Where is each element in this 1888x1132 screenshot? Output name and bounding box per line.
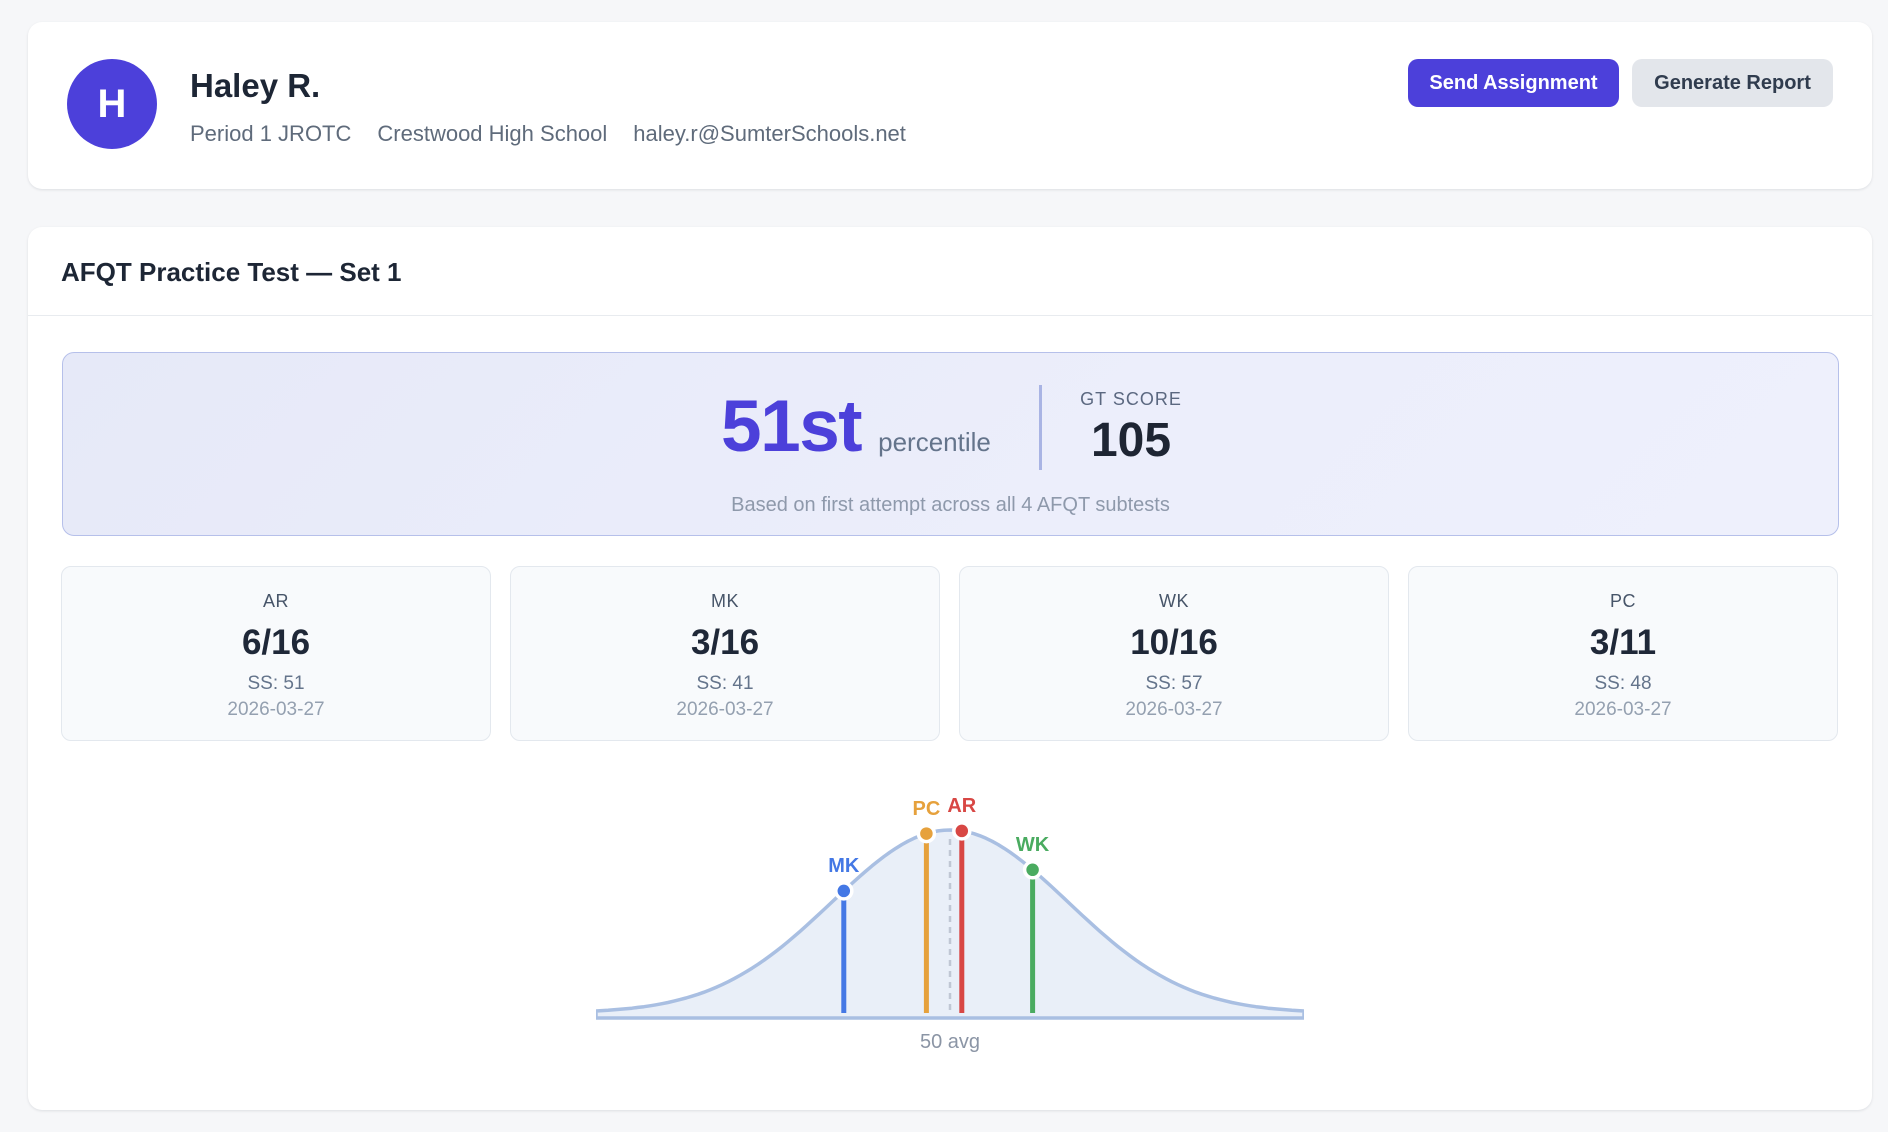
svg-text:WK: WK — [1016, 834, 1050, 856]
svg-text:50 avg: 50 avg — [920, 1031, 980, 1053]
svg-text:PC: PC — [913, 798, 941, 820]
svg-text:MK: MK — [828, 855, 860, 877]
svg-text:AR: AR — [947, 795, 976, 817]
